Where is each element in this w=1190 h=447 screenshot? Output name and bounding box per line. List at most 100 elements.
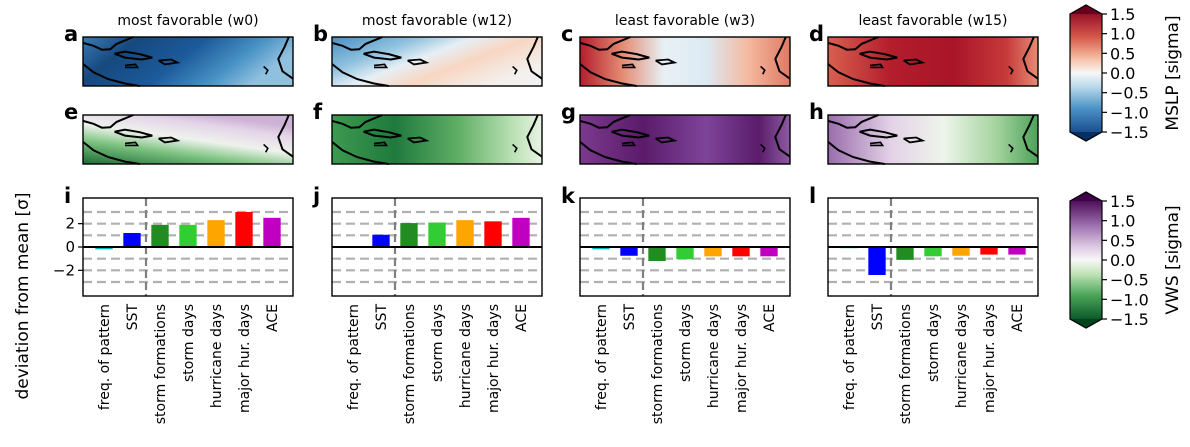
- antilles-coastline: [760, 143, 766, 153]
- x-category-label: SST: [374, 304, 390, 331]
- colorbar-tick-label: −1.5: [1110, 123, 1149, 142]
- jamaica-coastline: [621, 63, 637, 69]
- panel-letter: k: [561, 184, 576, 208]
- bar-hurricane-days: [704, 247, 722, 257]
- colorbar-tick-label: 0.0: [1110, 64, 1135, 83]
- column-title: least favorable (w15): [858, 13, 1007, 29]
- x-category-label: storm formations: [898, 304, 914, 424]
- bar-sst: [868, 247, 886, 275]
- column-title: least favorable (w3): [615, 13, 755, 29]
- bar-ace: [263, 217, 281, 247]
- cuba-coastline: [114, 50, 153, 61]
- coastline: [331, 63, 389, 87]
- x-category-label: storm formations: [650, 304, 666, 424]
- bar-ace: [1008, 247, 1026, 255]
- x-category-label: SST: [622, 304, 638, 331]
- y-tick-label: −2: [53, 261, 75, 279]
- panel-letter: a: [64, 22, 78, 46]
- map-panel-b: b: [313, 22, 543, 87]
- mslp-map-field: [83, 37, 293, 86]
- map-panel-d: d: [809, 22, 1039, 87]
- colorbar-tick-label: −1.0: [1110, 290, 1149, 309]
- panel-letter: e: [64, 100, 78, 124]
- cuba-coastline: [363, 50, 402, 61]
- antilles-coastline: [1008, 143, 1014, 153]
- coastline: [579, 141, 637, 165]
- map-frame: [331, 36, 543, 87]
- x-category-label: freq. of pattern: [594, 304, 610, 410]
- cuba-coastline: [114, 128, 153, 139]
- panel-letter: f: [313, 100, 323, 124]
- colorbar-tick-label: −0.5: [1110, 84, 1149, 103]
- africa-coastline: [526, 36, 543, 80]
- cuba-coastline: [859, 128, 898, 139]
- bar-major-hur-days: [732, 247, 750, 257]
- vws-map-field: [580, 115, 790, 164]
- x-category-label: storm days: [181, 304, 197, 382]
- x-category-label: storm formations: [153, 304, 169, 424]
- hispaniola-coastline: [407, 136, 430, 144]
- coastline: [827, 36, 879, 51]
- hispaniola-coastline: [655, 136, 678, 144]
- x-category-label: SST: [870, 304, 886, 331]
- colorbar-extend-top: [1070, 192, 1102, 201]
- bar-sst: [372, 234, 390, 247]
- coastline: [331, 36, 383, 51]
- bar-hurricane-days: [456, 220, 474, 247]
- jamaica-coastline: [373, 63, 389, 69]
- bar-chart-i: freq. of pattern SST storm formations storm…: [53, 184, 294, 424]
- x-category-label: ACE: [762, 304, 778, 332]
- bar-y-axis-label: deviation from mean [σ]: [13, 192, 33, 399]
- map-frame: [827, 114, 1039, 165]
- bar-storm-days: [676, 247, 694, 260]
- bar-major-hur-days: [484, 221, 502, 247]
- map-frame: [331, 114, 543, 165]
- antilles-coastline: [263, 65, 269, 75]
- coastline: [82, 63, 140, 87]
- panel-letter: h: [809, 100, 824, 124]
- bar-storm-days: [179, 224, 197, 247]
- africa-coastline: [277, 36, 294, 80]
- x-category-label: storm days: [678, 304, 694, 382]
- cuba-coastline: [363, 128, 402, 139]
- colorbar-extend-bottom: [1070, 132, 1102, 141]
- colorbar-gradient: [1070, 201, 1102, 319]
- colorbar-label: MSLP [sigma]: [1163, 15, 1183, 130]
- antilles-coastline: [1008, 65, 1014, 75]
- jamaica-coastline: [869, 63, 885, 69]
- colorbar-tick-label: 0.5: [1110, 44, 1135, 63]
- coastline: [827, 114, 879, 129]
- africa-coastline: [774, 114, 791, 158]
- bar-freq-of-pattern: [95, 247, 113, 250]
- x-category-label: hurricane days: [954, 304, 970, 408]
- colorbar-tick-label: 1.0: [1110, 212, 1135, 231]
- antilles-coastline: [512, 65, 518, 75]
- colorbar-tick-label: 0.5: [1110, 231, 1135, 250]
- colorbar-gradient: [1070, 14, 1102, 132]
- bar-major-hur-days: [980, 247, 998, 255]
- x-category-label: freq. of pattern: [97, 304, 113, 410]
- x-category-label: ACE: [1010, 304, 1026, 332]
- panel-letter: d: [809, 22, 824, 46]
- jamaica-coastline: [869, 141, 885, 147]
- coastline: [331, 141, 389, 165]
- cuba-coastline: [611, 50, 650, 61]
- bar-sst: [123, 233, 141, 247]
- bar-freq-of-pattern: [592, 247, 610, 250]
- africa-coastline: [526, 114, 543, 158]
- colorbar-extend-top: [1070, 5, 1102, 14]
- bar-hurricane-days: [952, 247, 970, 256]
- y-tick-label: 2: [65, 215, 75, 233]
- map-frame: [579, 36, 791, 87]
- bar-storm-formations: [400, 223, 418, 247]
- panel-letter: c: [561, 22, 573, 46]
- antilles-coastline: [263, 143, 269, 153]
- x-category-label: major hur. days: [982, 304, 998, 413]
- coastline: [579, 63, 637, 87]
- map-panel-c: c: [561, 22, 791, 87]
- cuba-coastline: [611, 128, 650, 139]
- map-frame: [82, 36, 294, 87]
- africa-coastline: [774, 36, 791, 80]
- column-title: most favorable (w12): [362, 13, 512, 29]
